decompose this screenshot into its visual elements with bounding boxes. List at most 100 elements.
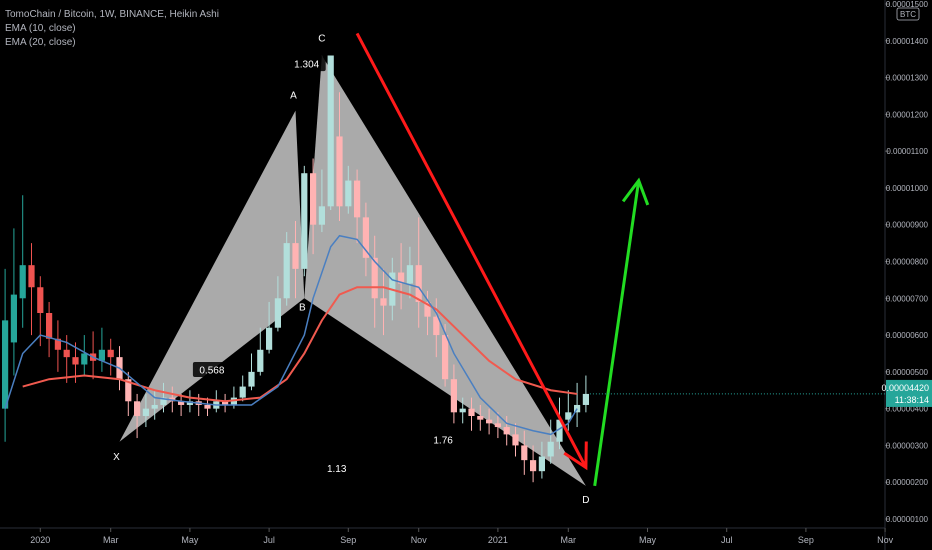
candle-body	[142, 408, 149, 416]
candle-body	[54, 338, 61, 350]
y-tick-label: 0.00001400	[886, 37, 929, 46]
ratio-ac: 1.304	[294, 60, 319, 71]
pattern-point-x: X	[113, 452, 120, 463]
currency-badge-label: BTC	[900, 10, 916, 19]
candle-body	[72, 357, 79, 365]
ratio-bd-bg	[427, 432, 460, 448]
candle-body	[415, 265, 422, 302]
y-tick-label: 0.00000500	[886, 368, 929, 377]
ratio-xb: 0.568	[199, 366, 224, 377]
candle-body	[301, 173, 308, 269]
candle-body	[538, 456, 545, 472]
candle-body	[398, 272, 405, 284]
candle-body	[433, 316, 440, 336]
candle-body	[266, 327, 273, 350]
ema-layer	[4, 234, 578, 436]
x-tick-label: May	[181, 535, 199, 545]
candle-body	[345, 180, 352, 207]
x-tick-label: Nov	[877, 535, 894, 545]
y-tick-label: 0.00001200	[886, 110, 929, 119]
bullish-arrow-head	[621, 177, 650, 206]
candle-body	[1, 320, 9, 409]
legend-ema10[interactable]: EMA (10, close)	[5, 23, 76, 34]
candle-body	[178, 401, 185, 405]
legend-ema20[interactable]: EMA (20, close)	[5, 37, 76, 48]
candle-body	[19, 265, 26, 299]
candle-body	[81, 353, 88, 365]
candle-body	[459, 408, 466, 413]
ema10-line	[4, 234, 578, 436]
pattern-point-d: D	[582, 495, 589, 506]
y-tick-label: 0.00001100	[886, 147, 928, 156]
candle-body	[547, 441, 554, 457]
candle-body	[46, 313, 53, 339]
bar-countdown: 11:38:14	[895, 395, 929, 405]
y-tick-label: 0.00000600	[886, 331, 929, 340]
candle-body	[10, 294, 17, 343]
candle-body	[274, 298, 281, 328]
candle-body	[406, 265, 413, 284]
last-price-value: 0.00004420	[881, 383, 929, 393]
last-price-tag[interactable]	[886, 379, 932, 407]
x-tick-label: Sep	[798, 535, 814, 545]
x-tick-label: Jul	[721, 535, 733, 545]
pattern-triangle-bcd	[304, 55, 586, 486]
y-tick-label: 0.00000700	[886, 294, 929, 303]
candle-body	[424, 301, 431, 317]
candle-body	[160, 397, 167, 405]
currency-badge[interactable]	[896, 7, 920, 21]
ratio-bd: 1.76	[433, 436, 453, 447]
y-tick-label: 0.00001300	[886, 74, 929, 83]
candle-body	[257, 349, 264, 372]
candle-body	[248, 371, 255, 387]
y-tick-label: 0.00000800	[886, 258, 929, 267]
time-axis[interactable]: 2020 Mar May Jul Sep Nov 2021 Mar May Jul Sep Nov	[0, 527, 894, 545]
pattern-point-b: B	[299, 302, 306, 313]
y-tick-label: 0.00000400	[886, 405, 929, 414]
bearish-arrow-shaft	[355, 32, 588, 469]
y-tick-label: 0.00001000	[886, 184, 929, 193]
candle-body	[442, 335, 449, 380]
pattern-labels-layer: X A B C D 0.568 1.304 1.76 1.13	[113, 34, 589, 506]
legend-title[interactable]: TomoChain / Bitcoin, 1W, BINANCE, Heikin…	[5, 9, 219, 20]
candle-body	[468, 408, 475, 416]
candle-body	[186, 401, 193, 405]
candle-body	[28, 265, 35, 288]
ratio-xb-bg	[192, 362, 231, 378]
candle-body	[134, 401, 141, 416]
candle-body	[450, 379, 457, 413]
candle-body	[37, 287, 44, 313]
price-tags: 0.00004420 11:38:14	[589, 379, 932, 407]
x-tick-label: Sep	[340, 535, 356, 545]
bearish-arrow-head	[563, 441, 588, 471]
bullish-arrow-shaft	[593, 180, 641, 487]
candle-body	[292, 243, 299, 269]
candle-body	[503, 427, 510, 435]
candle-body	[125, 379, 132, 402]
pattern-point-c: C	[318, 34, 325, 45]
candle-body	[310, 173, 317, 225]
candle-body	[512, 434, 519, 446]
candle-body	[494, 423, 501, 428]
candle-body	[63, 349, 70, 358]
x-tick-label: Nov	[411, 535, 428, 545]
y-tick-label: 0.00000900	[886, 221, 929, 230]
ratio-ac-bg	[287, 56, 326, 72]
y-tick-label: 0.00000100	[886, 515, 929, 524]
candle-body	[380, 298, 387, 306]
y-tick-label: 0.00001500	[886, 0, 929, 9]
y-tick-label: 0.00000300	[886, 441, 929, 450]
candle-body	[530, 460, 537, 472]
candle-body	[486, 419, 493, 424]
x-tick-label: 2020	[30, 535, 50, 545]
candle-body	[318, 206, 325, 225]
price-axis[interactable]: 0.00001500 0.00001400 0.00001300 0.00001200…	[884, 0, 929, 550]
ratio-xd: 1.13	[327, 464, 347, 475]
candle-body	[582, 393, 589, 405]
candle-body	[556, 419, 563, 442]
x-tick-label: May	[639, 535, 657, 545]
y-tick-label: 0.00000200	[886, 478, 929, 487]
candle-body	[371, 257, 378, 299]
candle-body	[151, 404, 158, 409]
